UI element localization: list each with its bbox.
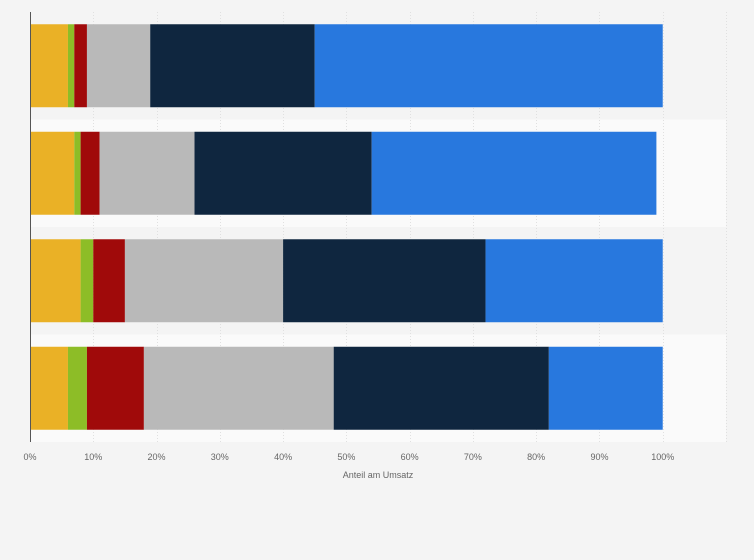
bar-segment[interactable] xyxy=(283,239,486,323)
x-axis-label: Anteil am Umsatz xyxy=(343,470,414,480)
x-tick-label: 40% xyxy=(274,452,292,462)
bar-segment[interactable] xyxy=(548,346,663,430)
bar-segment[interactable] xyxy=(67,346,87,430)
bar-segment[interactable] xyxy=(485,239,663,323)
x-tick-label: 80% xyxy=(527,452,545,462)
bar-segment[interactable] xyxy=(86,346,144,430)
bar-segment[interactable] xyxy=(86,24,151,108)
bar-segment[interactable] xyxy=(150,24,315,108)
bar-segment[interactable] xyxy=(80,239,94,323)
x-tick-label: 60% xyxy=(401,452,419,462)
x-tick-label: 70% xyxy=(464,452,482,462)
x-tick-label: 90% xyxy=(590,452,608,462)
bar-segment[interactable] xyxy=(30,131,75,215)
bar-segment[interactable] xyxy=(371,131,657,215)
bar-segment[interactable] xyxy=(30,346,68,430)
bar-segment[interactable] xyxy=(143,346,334,430)
x-tick-label: 0% xyxy=(23,452,36,462)
bar-segment[interactable] xyxy=(314,24,663,108)
bar-segment[interactable] xyxy=(93,239,125,323)
bar-segment[interactable] xyxy=(74,131,81,215)
bar-segments xyxy=(30,24,663,430)
bar-segment[interactable] xyxy=(67,24,75,108)
bar-segment[interactable] xyxy=(194,131,372,215)
x-tick-label: 50% xyxy=(337,452,355,462)
bar-segment[interactable] xyxy=(80,131,100,215)
x-tick-label: 100% xyxy=(651,452,674,462)
bar-segment[interactable] xyxy=(99,131,195,215)
bar-segment[interactable] xyxy=(74,24,87,108)
bar-segment[interactable] xyxy=(333,346,549,430)
x-tick-label: 10% xyxy=(84,452,102,462)
x-tick-labels: 0% 10% 20% 30% 40% 50% 60% 70% 80% 90% 100% xyxy=(23,452,674,462)
bar-segment[interactable] xyxy=(30,239,81,323)
x-tick-label: 30% xyxy=(211,452,229,462)
x-tick-label: 20% xyxy=(148,452,166,462)
bar-segment[interactable] xyxy=(30,24,68,108)
bar-segment[interactable] xyxy=(124,239,284,323)
